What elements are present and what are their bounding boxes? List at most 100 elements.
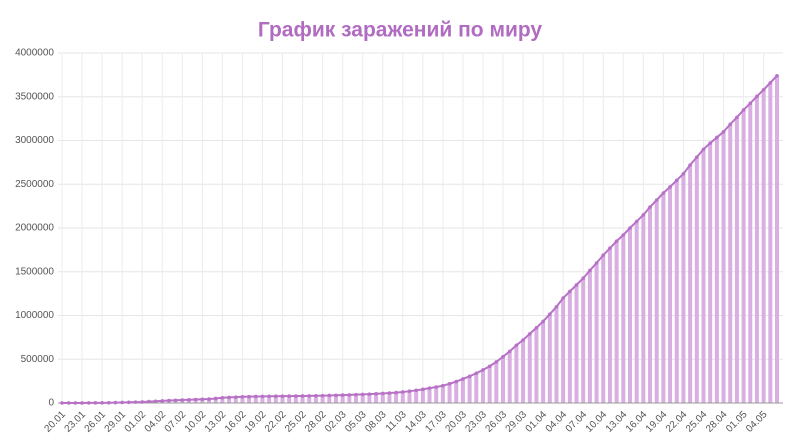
point [447,381,452,386]
y-tick-label: 3000000 [15,135,54,146]
bar [420,389,425,403]
bar [641,214,646,403]
x-tick-label: 02.03 [323,409,349,435]
point [761,87,766,92]
point [200,397,205,402]
x-tick-label: 04.02 [143,409,169,435]
point [481,368,485,372]
point [621,233,626,237]
bar [347,394,352,403]
bar [260,396,265,403]
point [320,393,325,398]
bar [521,340,526,403]
bar [480,369,485,403]
point [300,394,305,398]
x-tick-label: 22.02 [263,409,289,435]
bar [333,395,338,403]
bar [534,327,539,403]
x-tick-label: 10.02 [183,409,209,435]
point [394,390,398,395]
bar [460,378,465,403]
point [527,332,532,336]
x-tick-label: 14.03 [403,409,429,435]
bar [581,278,586,403]
point [507,349,512,354]
point [708,141,712,145]
point [140,400,144,404]
y-tick-label: 500000 [21,354,55,365]
x-tick-label: 20.03 [443,409,469,435]
bar [454,381,459,403]
point [427,386,432,390]
point [501,354,505,359]
bar [394,392,399,403]
bar [741,109,746,403]
bar [694,157,699,403]
point [728,122,733,127]
bar [587,270,592,403]
point [561,296,565,300]
point [253,394,258,399]
y-tick-label: 4000000 [15,48,54,59]
x-tick-label: 04.04 [544,409,570,435]
bar [734,117,739,403]
bar [414,390,419,403]
point [748,101,753,106]
point [534,325,539,330]
point [133,400,138,404]
bar [360,394,365,403]
point [160,399,165,403]
bar [654,200,659,403]
point [147,399,151,404]
bar [627,228,632,403]
bar [327,395,332,403]
y-tick-label: 0 [48,398,54,409]
point [380,391,385,396]
bar [434,386,439,403]
x-tick-label: 17.03 [423,409,449,435]
bar [293,396,298,403]
point [441,383,445,388]
point [240,394,245,399]
point [187,397,191,402]
bar [554,306,559,403]
bar [721,131,726,403]
bar [754,96,759,403]
bar [467,376,472,403]
point [755,94,759,99]
bar [247,396,252,403]
bar [701,149,706,403]
point [701,147,706,152]
point [120,400,124,405]
point [274,394,278,399]
bar [213,398,218,403]
x-tick-label: 25.04 [684,409,710,435]
point [127,400,131,405]
bar [661,193,666,403]
point [287,394,291,398]
bar [267,396,272,403]
x-tick-label: 01.05 [724,409,750,435]
x-tick-label: 23.01 [63,409,89,435]
x-tick-label: 16.04 [624,409,650,435]
x-tick-label: 28.02 [303,409,329,435]
bar [280,396,285,403]
point [80,401,84,405]
point [367,392,372,396]
point [407,389,412,393]
point [661,191,666,195]
point [467,374,472,379]
bar [440,385,445,403]
point [193,397,198,402]
point [294,394,298,398]
bar [447,383,452,403]
bar [287,396,292,403]
bar [220,397,225,403]
point [66,401,71,405]
x-tick-label: 10.04 [584,409,610,435]
x-tick-label: 16.02 [223,409,249,435]
point [775,73,779,78]
point [360,392,365,397]
x-tick-label: 04.05 [744,409,770,435]
